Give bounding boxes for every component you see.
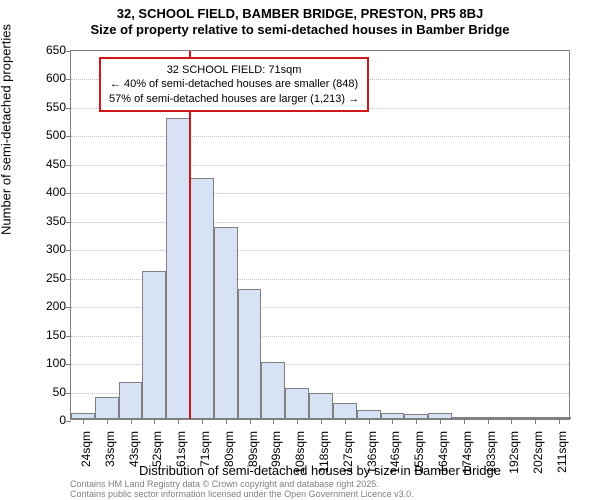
x-tick-mark bbox=[273, 419, 274, 424]
x-tick-mark bbox=[107, 419, 108, 424]
y-tick-label: 400 bbox=[26, 185, 66, 199]
histogram-bar bbox=[95, 397, 119, 419]
histogram-plot-area: 32 SCHOOL FIELD: 71sqm← 40% of semi-deta… bbox=[70, 50, 570, 420]
y-tick-label: 300 bbox=[26, 242, 66, 256]
y-tick-mark bbox=[66, 79, 71, 80]
footnote-line2: Contains public sector information licen… bbox=[70, 490, 570, 500]
y-tick-mark bbox=[66, 51, 71, 52]
y-tick-label: 550 bbox=[26, 100, 66, 114]
x-tick-mark bbox=[321, 419, 322, 424]
y-tick-label: 0 bbox=[26, 413, 66, 427]
x-tick-label: 164sqm bbox=[436, 431, 450, 481]
x-tick-mark bbox=[154, 419, 155, 424]
x-tick-label: 52sqm bbox=[150, 431, 164, 481]
x-tick-label: 61sqm bbox=[174, 431, 188, 481]
x-tick-label: 174sqm bbox=[460, 431, 474, 481]
histogram-bar bbox=[190, 178, 214, 419]
y-tick-label: 250 bbox=[26, 271, 66, 285]
x-tick-label: 202sqm bbox=[531, 431, 545, 481]
x-tick-mark bbox=[83, 419, 84, 424]
x-tick-label: 33sqm bbox=[103, 431, 117, 481]
chart-title-line1: 32, SCHOOL FIELD, BAMBER BRIDGE, PRESTON… bbox=[0, 6, 600, 21]
x-tick-mark bbox=[202, 419, 203, 424]
y-tick-mark bbox=[66, 364, 71, 365]
x-tick-mark bbox=[488, 419, 489, 424]
x-tick-mark bbox=[440, 419, 441, 424]
x-tick-label: 211sqm bbox=[555, 431, 569, 481]
x-tick-mark bbox=[226, 419, 227, 424]
y-tick-label: 200 bbox=[26, 299, 66, 313]
x-tick-mark bbox=[464, 419, 465, 424]
y-tick-label: 650 bbox=[26, 43, 66, 57]
y-tick-mark bbox=[66, 193, 71, 194]
x-tick-label: 71sqm bbox=[198, 431, 212, 481]
x-tick-label: 99sqm bbox=[269, 431, 283, 481]
x-tick-mark bbox=[345, 419, 346, 424]
y-axis-label: Number of semi-detached properties bbox=[0, 24, 14, 235]
histogram-bar bbox=[261, 362, 285, 419]
y-tick-mark bbox=[66, 336, 71, 337]
y-tick-mark bbox=[66, 136, 71, 137]
x-tick-label: 155sqm bbox=[412, 431, 426, 481]
annotation-box: 32 SCHOOL FIELD: 71sqm← 40% of semi-deta… bbox=[99, 57, 369, 112]
histogram-bar bbox=[333, 403, 357, 419]
gridline bbox=[71, 193, 569, 194]
x-tick-label: 108sqm bbox=[293, 431, 307, 481]
gridline bbox=[71, 165, 569, 166]
histogram-bar bbox=[357, 410, 381, 419]
histogram-bar bbox=[309, 393, 333, 419]
x-tick-mark bbox=[559, 419, 560, 424]
x-tick-label: 118sqm bbox=[317, 431, 331, 481]
x-tick-mark bbox=[297, 419, 298, 424]
x-tick-label: 43sqm bbox=[127, 431, 141, 481]
x-tick-label: 192sqm bbox=[507, 431, 521, 481]
x-tick-label: 24sqm bbox=[79, 431, 93, 481]
y-tick-label: 500 bbox=[26, 128, 66, 142]
y-tick-mark bbox=[66, 165, 71, 166]
annotation-line2: ← 40% of semi-detached houses are smalle… bbox=[109, 77, 359, 91]
gridline bbox=[71, 250, 569, 251]
y-tick-label: 350 bbox=[26, 214, 66, 228]
x-tick-mark bbox=[250, 419, 251, 424]
histogram-bar bbox=[142, 271, 166, 419]
annotation-line3: 57% of semi-detached houses are larger (… bbox=[109, 92, 359, 106]
y-tick-label: 150 bbox=[26, 328, 66, 342]
x-tick-label: 89sqm bbox=[246, 431, 260, 481]
x-tick-label: 80sqm bbox=[222, 431, 236, 481]
gridline bbox=[71, 136, 569, 137]
x-tick-mark bbox=[392, 419, 393, 424]
annotation-line1: 32 SCHOOL FIELD: 71sqm bbox=[109, 63, 359, 77]
chart-title-line2: Size of property relative to semi-detach… bbox=[0, 22, 600, 37]
chart-title-block: 32, SCHOOL FIELD, BAMBER BRIDGE, PRESTON… bbox=[0, 0, 600, 37]
y-tick-label: 600 bbox=[26, 71, 66, 85]
y-tick-mark bbox=[66, 307, 71, 308]
gridline bbox=[71, 222, 569, 223]
x-tick-mark bbox=[131, 419, 132, 424]
y-tick-mark bbox=[66, 108, 71, 109]
x-tick-mark bbox=[535, 419, 536, 424]
x-tick-label: 183sqm bbox=[484, 431, 498, 481]
x-tick-mark bbox=[369, 419, 370, 424]
x-tick-label: 127sqm bbox=[341, 431, 355, 481]
y-tick-label: 450 bbox=[26, 157, 66, 171]
y-tick-label: 100 bbox=[26, 356, 66, 370]
x-tick-mark bbox=[511, 419, 512, 424]
y-tick-mark bbox=[66, 250, 71, 251]
histogram-bar bbox=[119, 382, 143, 419]
y-tick-mark bbox=[66, 222, 71, 223]
y-tick-mark bbox=[66, 393, 71, 394]
y-tick-label: 50 bbox=[26, 385, 66, 399]
x-tick-label: 146sqm bbox=[388, 431, 402, 481]
histogram-bar bbox=[166, 118, 190, 419]
histogram-bar bbox=[214, 227, 238, 419]
x-tick-mark bbox=[178, 419, 179, 424]
histogram-bar bbox=[285, 388, 309, 419]
y-tick-mark bbox=[66, 421, 71, 422]
x-tick-mark bbox=[416, 419, 417, 424]
y-tick-mark bbox=[66, 279, 71, 280]
x-tick-label: 136sqm bbox=[365, 431, 379, 481]
histogram-bar bbox=[238, 289, 262, 419]
footnote-block: Contains HM Land Registry data © Crown c… bbox=[70, 480, 570, 500]
